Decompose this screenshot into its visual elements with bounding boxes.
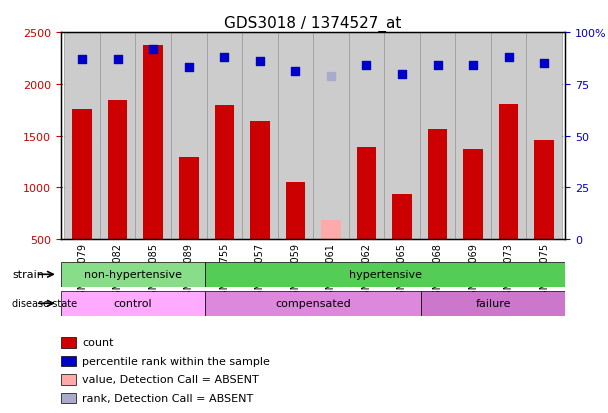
Bar	[108, 101, 128, 240]
FancyBboxPatch shape	[421, 291, 565, 316]
Point	[433, 63, 443, 69]
Point	[113, 57, 123, 63]
Text: rank, Detection Call = ABSENT: rank, Detection Call = ABSENT	[82, 393, 254, 403]
FancyBboxPatch shape	[61, 291, 205, 316]
Bar	[143, 45, 163, 240]
Point	[77, 57, 87, 63]
Point	[468, 63, 478, 69]
Bar	[321, 221, 340, 240]
Text: hypertensive: hypertensive	[349, 270, 422, 280]
FancyBboxPatch shape	[455, 33, 491, 240]
Point	[539, 61, 549, 67]
Point	[184, 65, 193, 71]
FancyBboxPatch shape	[384, 33, 420, 240]
Bar	[392, 194, 412, 240]
Point	[326, 73, 336, 80]
FancyBboxPatch shape	[64, 33, 100, 240]
Bar	[215, 105, 234, 240]
Point	[291, 69, 300, 76]
Bar	[286, 183, 305, 240]
FancyBboxPatch shape	[171, 33, 207, 240]
FancyBboxPatch shape	[205, 291, 421, 316]
FancyBboxPatch shape	[242, 33, 278, 240]
FancyBboxPatch shape	[420, 33, 455, 240]
FancyBboxPatch shape	[527, 33, 562, 240]
Bar	[499, 104, 519, 240]
Bar	[72, 109, 92, 240]
Bar	[534, 140, 554, 240]
Bar	[179, 158, 198, 240]
Title: GDS3018 / 1374527_at: GDS3018 / 1374527_at	[224, 16, 402, 32]
Text: non-hypertensive: non-hypertensive	[84, 270, 182, 280]
Point	[219, 55, 229, 61]
Bar	[250, 122, 269, 240]
FancyBboxPatch shape	[205, 262, 565, 287]
FancyBboxPatch shape	[136, 33, 171, 240]
Text: compensated: compensated	[275, 299, 351, 309]
FancyBboxPatch shape	[313, 33, 348, 240]
Point	[397, 71, 407, 78]
Point	[255, 59, 264, 65]
Text: strain: strain	[12, 270, 44, 280]
Point	[362, 63, 371, 69]
Text: percentile rank within the sample: percentile rank within the sample	[82, 356, 270, 366]
Point	[148, 46, 158, 53]
FancyBboxPatch shape	[61, 262, 205, 287]
Text: count: count	[82, 337, 114, 347]
Bar	[463, 150, 483, 240]
FancyBboxPatch shape	[278, 33, 313, 240]
FancyBboxPatch shape	[100, 33, 136, 240]
FancyBboxPatch shape	[348, 33, 384, 240]
Bar	[357, 148, 376, 240]
FancyBboxPatch shape	[491, 33, 527, 240]
Text: failure: failure	[475, 299, 511, 309]
Text: control: control	[114, 299, 152, 309]
Text: disease state: disease state	[12, 299, 77, 309]
Text: value, Detection Call = ABSENT: value, Detection Call = ABSENT	[82, 375, 259, 385]
Bar	[428, 130, 447, 240]
Point	[503, 55, 513, 61]
FancyBboxPatch shape	[207, 33, 242, 240]
